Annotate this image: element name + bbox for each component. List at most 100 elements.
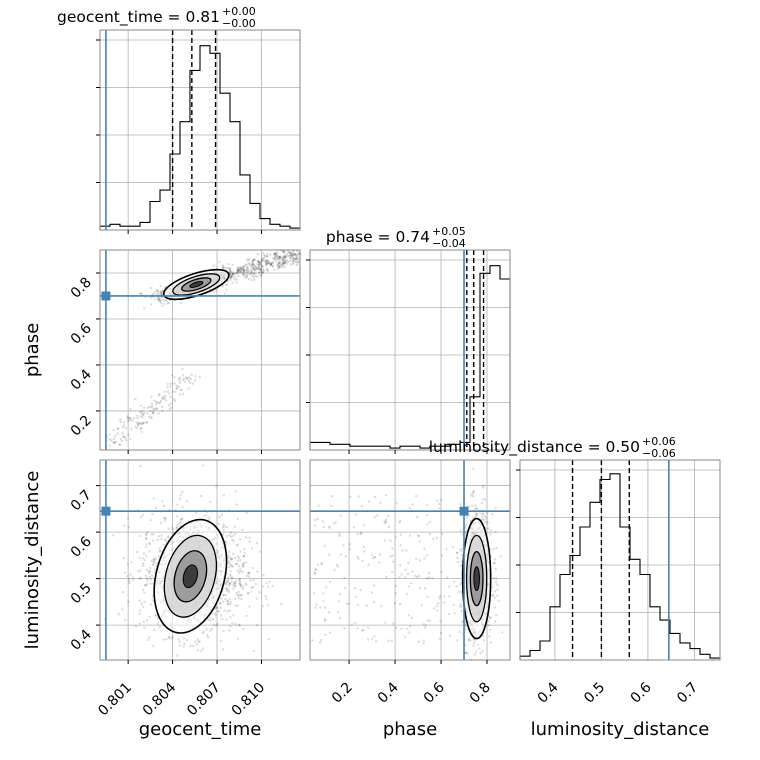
sample-point [168, 408, 171, 411]
sample-point [278, 255, 281, 258]
sample-point [149, 582, 152, 585]
sample-point [348, 543, 352, 546]
sample-point [239, 593, 242, 597]
sample-point [317, 504, 320, 507]
sample-point [423, 547, 426, 550]
sample-point [294, 257, 298, 260]
sample-point [456, 560, 460, 564]
sample-point [459, 602, 462, 606]
sample-point [243, 275, 246, 278]
sample-point [259, 263, 262, 266]
sample-point [222, 265, 225, 268]
sample-point [483, 639, 486, 642]
sample-point [260, 263, 263, 266]
sample-point [362, 545, 366, 549]
sample-point [410, 581, 413, 585]
sample-point [473, 638, 477, 642]
sample-point [501, 631, 504, 634]
sample-point [367, 500, 371, 503]
sample-point [313, 524, 316, 527]
sample-point [485, 517, 488, 520]
sample-point [158, 550, 162, 553]
sample-point [288, 254, 291, 258]
sample-point [360, 505, 363, 508]
sample-point [229, 563, 232, 567]
sample-point [247, 571, 250, 575]
sample-point [112, 429, 115, 432]
sample-point [464, 644, 467, 647]
sample-point [297, 257, 301, 261]
sample-point [118, 443, 121, 447]
sample-point [155, 400, 158, 404]
sample-point [262, 269, 265, 273]
sample-point [451, 546, 455, 549]
sample-point [242, 585, 245, 588]
sample-point [390, 639, 394, 643]
sample-point [121, 432, 124, 435]
sample-point [493, 558, 497, 561]
sample-point [276, 262, 279, 266]
sample-point [230, 557, 233, 561]
sample-point [164, 539, 167, 543]
sample-point [191, 382, 195, 385]
y-axis-label-phase: phase [22, 323, 43, 377]
sample-point [288, 256, 292, 260]
sample-point [146, 638, 150, 642]
sample-point [148, 566, 152, 569]
sample-point [480, 501, 484, 505]
title-upper-error: +0.05 [432, 225, 466, 238]
sample-point [391, 570, 394, 574]
sample-point [295, 250, 299, 253]
sample-point [238, 582, 241, 585]
sample-point [274, 253, 278, 257]
sample-point [213, 612, 217, 615]
sample-point [228, 598, 231, 601]
sample-point [234, 562, 238, 566]
sample-point [224, 267, 227, 270]
sample-point [247, 592, 250, 595]
sample-point [384, 621, 387, 624]
sample-point [470, 494, 473, 497]
sample-point [242, 271, 245, 274]
sample-point [229, 535, 233, 538]
sample-point [224, 581, 228, 585]
sample-point [287, 260, 290, 263]
sample-point [456, 556, 459, 560]
sample-point [398, 602, 402, 606]
sample-point [228, 609, 231, 612]
sample-point [148, 415, 151, 418]
sample-point [247, 575, 251, 578]
sample-point [493, 562, 497, 565]
sample-point [218, 260, 221, 264]
sample-point [117, 613, 121, 616]
sample-point [414, 574, 417, 578]
title-value: phase = 0.74 [326, 228, 430, 246]
sample-point [235, 591, 238, 595]
sample-point [160, 301, 163, 305]
sample-point [242, 265, 245, 268]
sample-point [152, 562, 155, 566]
sample-point [161, 397, 164, 400]
sample-point [359, 532, 363, 536]
sample-point [274, 252, 277, 255]
x-tick-label: 0.807 [184, 680, 224, 720]
sample-point [258, 591, 261, 594]
sample-point [148, 570, 151, 573]
sample-point [139, 404, 143, 407]
sample-point [242, 269, 246, 272]
sample-point [296, 253, 300, 256]
sample-point [151, 563, 155, 567]
sample-point [164, 517, 167, 521]
sample-point [154, 506, 157, 510]
sample-point [223, 292, 226, 295]
sample-point [274, 253, 277, 256]
sample-point [343, 576, 346, 580]
sample-point [230, 564, 234, 568]
sample-point [456, 551, 459, 555]
sample-point [385, 494, 388, 497]
sample-point [155, 564, 158, 568]
sample-point [160, 534, 163, 537]
sample-point [146, 579, 149, 582]
sample-point [255, 267, 258, 270]
sample-point [145, 534, 148, 537]
